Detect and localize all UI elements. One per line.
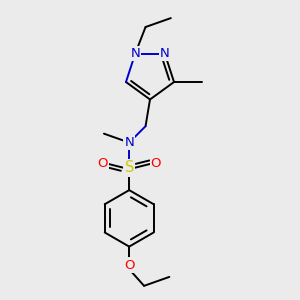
Text: S: S	[124, 160, 134, 175]
Text: O: O	[97, 157, 108, 170]
Text: N: N	[124, 136, 134, 149]
Text: N: N	[160, 47, 170, 60]
Text: O: O	[151, 157, 161, 170]
Text: N: N	[130, 47, 140, 60]
Text: O: O	[124, 259, 134, 272]
